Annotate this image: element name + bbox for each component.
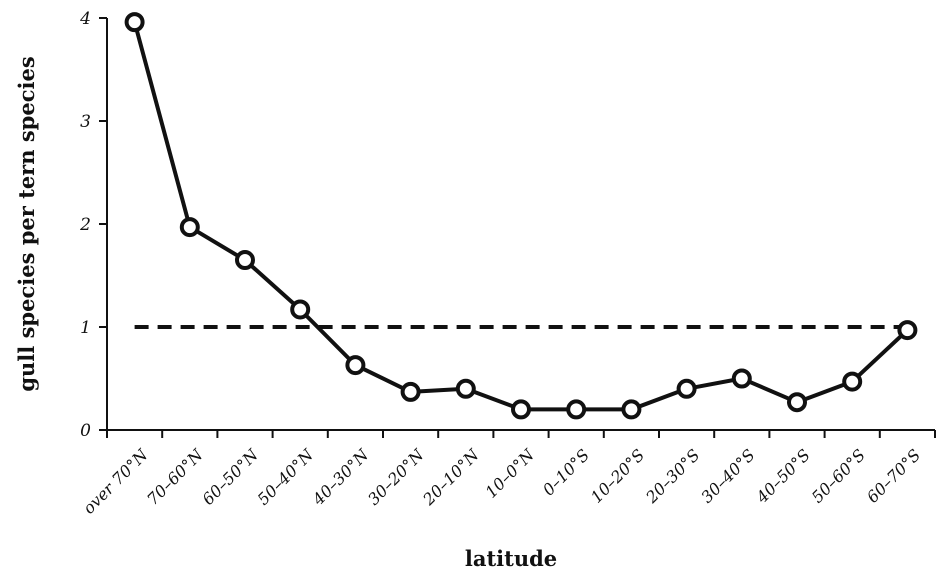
x-tick-label: 10–20°S [587, 445, 648, 506]
data-points [124, 12, 918, 420]
data-point [511, 399, 531, 420]
x-axis-title: latitude [465, 546, 557, 571]
x-tick-label: over 70°N [79, 445, 152, 518]
x-tick-label: 40–30°N [308, 445, 373, 510]
x-tick-label: 50–40°N [254, 445, 318, 509]
data-point [566, 399, 587, 420]
x-tick-label: 40–50°S [752, 445, 814, 507]
data-point [842, 371, 863, 392]
y-axis-title: gull species per tern species [14, 56, 39, 391]
data-point [235, 250, 255, 271]
y-tick-label: 2 [79, 215, 91, 235]
data-point [400, 381, 421, 402]
y-axis: 0 1 2 3 4 [79, 9, 108, 441]
y-ticks: 0 1 2 3 4 [79, 9, 107, 441]
x-axis: over 70°N70–60°N60–50°N50–40°N40–30°N30–… [79, 429, 936, 518]
data-point [676, 378, 697, 399]
x-tick-label: 50–60°S [808, 445, 869, 506]
y-tick-label: 3 [80, 112, 91, 132]
y-tick-label: 0 [80, 421, 91, 441]
x-tick-label: 30–40°S [697, 445, 758, 506]
data-point [731, 368, 752, 389]
y-tick-label: 1 [80, 318, 91, 338]
data-point [290, 299, 311, 320]
x-tick-label: 10–0°N [482, 445, 539, 502]
x-tick-label: 70–60°N [143, 445, 207, 509]
data-point [345, 355, 366, 376]
data-point [787, 392, 807, 413]
x-tick-label: 60–70°S [863, 445, 924, 506]
data-point [455, 378, 476, 399]
x-tick-label: 30–20°N [364, 445, 428, 509]
x-tick-label: 0–10°S [539, 445, 593, 499]
data-point [124, 12, 145, 33]
y-tick-label: 4 [79, 9, 91, 29]
data-point [179, 217, 200, 238]
series-line [132, 21, 909, 412]
data-point [897, 320, 918, 341]
x-tick-label: 60–50°N [198, 445, 262, 509]
x-tick-label: 20–30°S [641, 445, 703, 507]
x-ticks: over 70°N70–60°N60–50°N50–40°N40–30°N30–… [79, 430, 936, 518]
x-tick-label: 20–10°N [418, 445, 483, 510]
data-point [621, 399, 642, 420]
